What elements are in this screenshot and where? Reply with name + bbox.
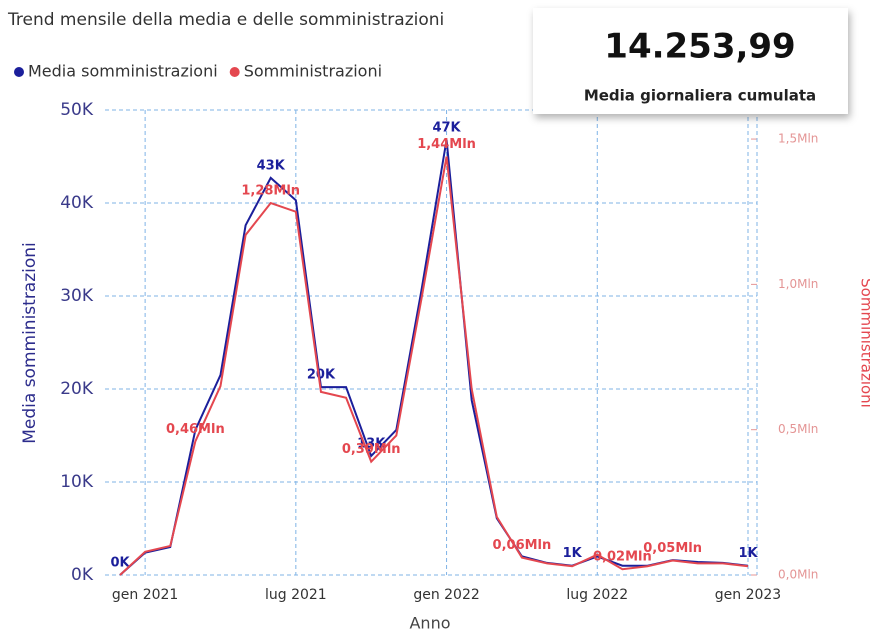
data-label: 43K xyxy=(257,158,286,173)
y-tick-label: 20K xyxy=(60,379,94,399)
legend-label: Somministrazioni xyxy=(244,62,382,81)
data-label: 47K xyxy=(432,120,461,135)
card-label: Media giornaliera cumulata xyxy=(584,87,816,105)
data-label: 0,05Mln xyxy=(643,541,702,556)
card-value: 14.253,99 xyxy=(604,27,795,67)
data-label: 0,02Mln xyxy=(593,550,652,565)
x-tick-label: gen 2023 xyxy=(715,587,781,603)
data-label: 13K xyxy=(357,436,386,451)
x-axis-title: Anno xyxy=(409,614,450,633)
data-label: 1K xyxy=(738,546,758,561)
legend-label: Media somministrazioni xyxy=(28,62,218,81)
card xyxy=(533,8,848,114)
x-tick-label: gen 2022 xyxy=(413,587,479,603)
y-tick-label: 30K xyxy=(60,286,94,306)
data-label: 1K xyxy=(563,546,583,561)
legend-marker xyxy=(14,67,24,77)
y-tick-label: 50K xyxy=(60,100,94,120)
x-tick-label: gen 2021 xyxy=(112,587,178,603)
x-tick-label: lug 2022 xyxy=(566,587,628,603)
y2-tick-label: 0,0Mln xyxy=(778,568,818,582)
data-label: 0,06Mln xyxy=(493,538,552,553)
data-label: 20K xyxy=(307,368,336,383)
data-label: 1,28Mln xyxy=(241,184,300,199)
data-label: 1,44Mln xyxy=(417,137,476,152)
y-tick-label: 10K xyxy=(60,472,94,492)
chart-title: Trend mensile della media e delle sommin… xyxy=(7,10,444,30)
legend-marker xyxy=(229,67,240,77)
y2-tick-label: 1,0Mln xyxy=(778,277,818,291)
series-line xyxy=(119,139,749,576)
series-line xyxy=(119,156,749,576)
data-label: 0K xyxy=(110,556,130,571)
y2-tick-label: 1,5Mln xyxy=(778,132,818,146)
data-label: 0,46Mln xyxy=(166,422,225,437)
y-tick-label: 0K xyxy=(71,565,94,585)
x-tick-label: lug 2021 xyxy=(265,587,327,603)
data-label: 0,39Mln xyxy=(342,442,401,457)
y2-tick-label: 0,5Mln xyxy=(778,422,818,436)
y-axis-title: Media somministrazioni xyxy=(20,242,40,444)
y-tick-label: 40K xyxy=(60,193,94,213)
y2-axis-title: Somministrazioni xyxy=(858,278,870,408)
